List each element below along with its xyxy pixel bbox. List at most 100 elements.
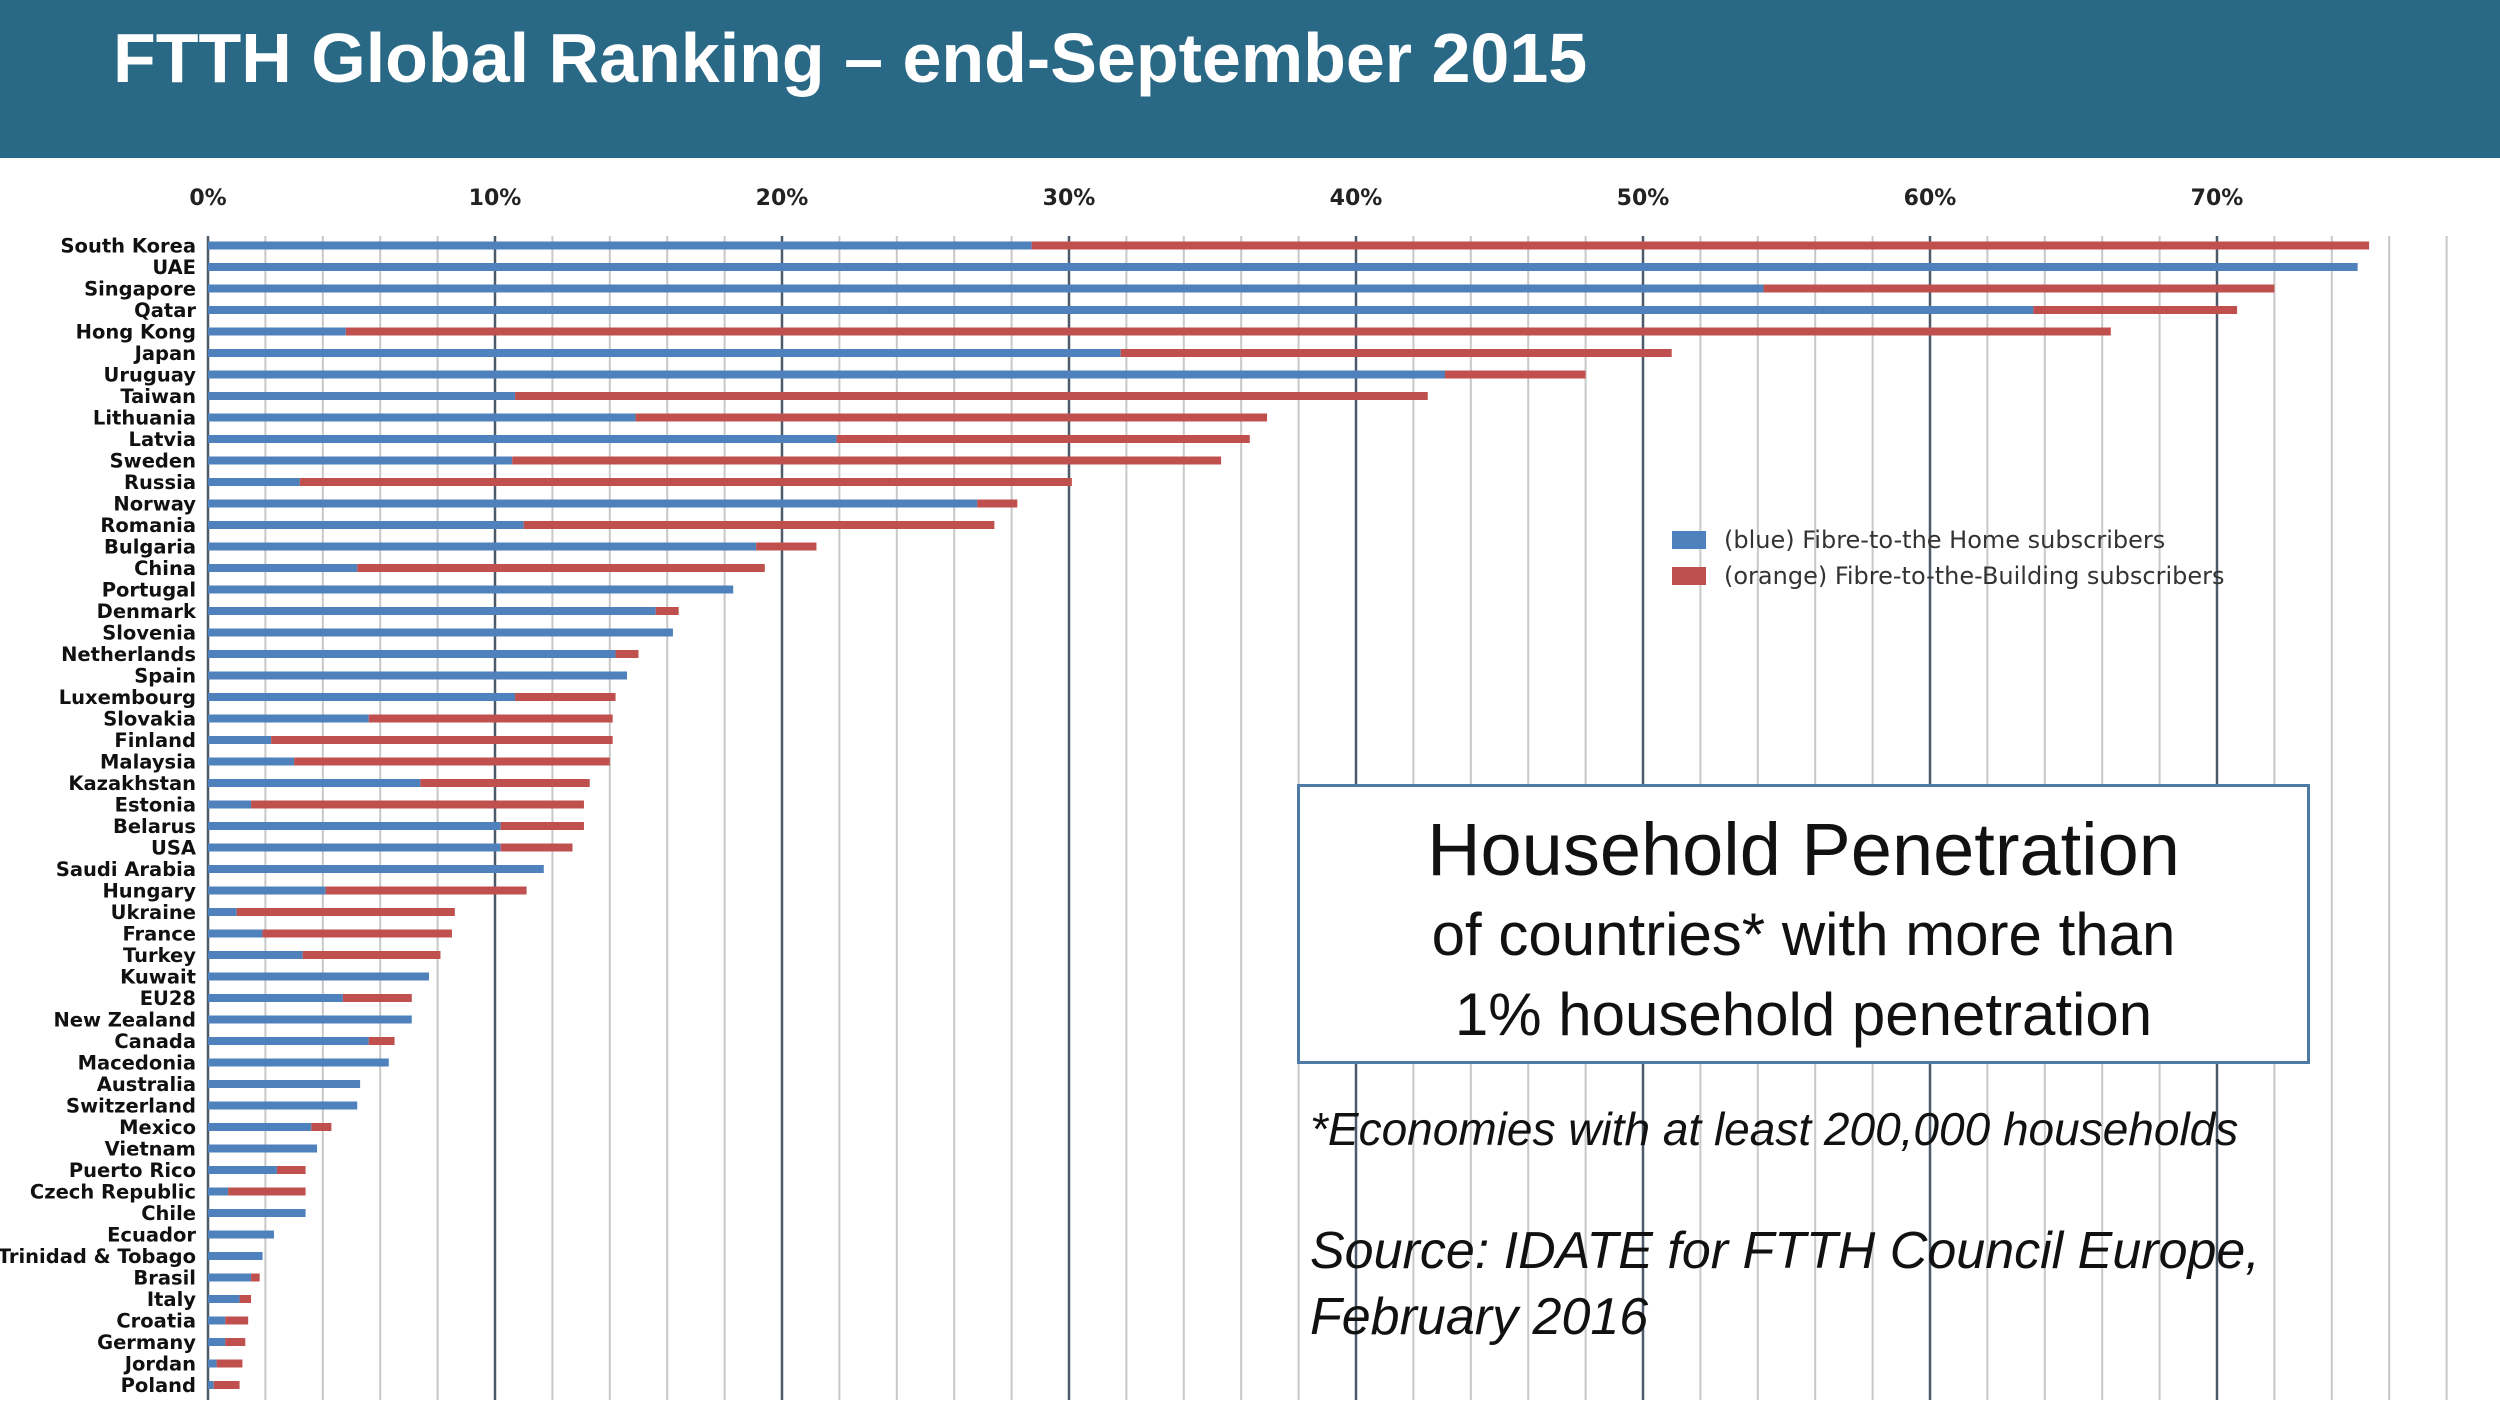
bar-fttb	[368, 1037, 395, 1045]
bar-ftth	[208, 349, 1121, 357]
category-label: Luxembourg	[59, 686, 196, 709]
footnote: *Economies with at least 200,000 househo…	[1310, 1103, 2239, 1155]
category-label: Ecuador	[107, 1224, 196, 1247]
category-label: New Zealand	[53, 1009, 196, 1032]
category-label: Puerto Rico	[69, 1159, 196, 1182]
bar-fttb	[239, 1295, 252, 1303]
bar-ftth	[208, 1381, 214, 1389]
bar-ftth	[208, 1058, 389, 1067]
source-line1: Source: IDATE for FTTH Council Europe,	[1310, 1222, 2260, 1280]
bars	[208, 241, 2370, 1389]
bar-fttb	[299, 478, 1072, 486]
category-label: Croatia	[116, 1310, 196, 1333]
category-label: Latvia	[129, 428, 196, 451]
category-label: Romania	[100, 514, 196, 537]
grid-lines	[206, 236, 2448, 1400]
category-label: Switzerland	[66, 1095, 196, 1118]
bar-ftth	[208, 1123, 312, 1131]
bar-fttb	[325, 886, 527, 895]
category-label: Sweden	[110, 450, 196, 473]
x-tick-label: 0%	[189, 186, 226, 211]
page-title: FTTH Global Ranking – end-September 2015	[113, 19, 1588, 97]
bar-ftth	[208, 392, 516, 400]
bar-ftth	[208, 714, 369, 723]
legend-label: (blue) Fibre-to-the Home subscribers	[1724, 526, 2165, 554]
legend-swatch	[1672, 531, 1706, 549]
category-label: Australia	[97, 1073, 196, 1096]
bar-ftth	[208, 628, 673, 637]
category-label: Kuwait	[120, 966, 196, 989]
category-label: USA	[151, 837, 196, 860]
category-label: France	[122, 923, 196, 946]
info-box: Household Penetration of countries* with…	[1297, 784, 2310, 1064]
bar-ftth	[208, 1338, 226, 1346]
bar-ftth	[208, 607, 656, 615]
bar-ftth	[208, 370, 1445, 379]
bar-fttb	[302, 951, 441, 959]
category-label: Denmark	[97, 600, 197, 623]
bar-fttb	[2033, 306, 2238, 314]
bar-fttb	[251, 800, 584, 809]
bar-ftth	[208, 994, 343, 1002]
bar-ftth	[208, 1187, 229, 1196]
bar-fttb	[225, 1338, 246, 1346]
category-label: Bulgaria	[104, 536, 196, 559]
category-label: Saudi Arabia	[56, 858, 196, 881]
bar-fttb	[225, 1316, 249, 1325]
bar-fttb	[228, 1187, 306, 1196]
category-label: Uruguay	[104, 364, 197, 387]
bar-ftth	[208, 1037, 369, 1045]
category-label: Germany	[97, 1331, 196, 1354]
bar-fttb	[523, 521, 995, 529]
category-label: Russia	[124, 471, 196, 494]
category-label: Poland	[121, 1374, 196, 1397]
bar-ftth	[208, 1015, 412, 1024]
category-label: Vietnam	[105, 1138, 196, 1161]
bar-fttb	[311, 1123, 332, 1131]
bar-fttb	[512, 456, 1222, 465]
bar-ftth	[208, 263, 2358, 271]
bar-fttb	[836, 435, 1250, 443]
bar-ftth	[208, 908, 237, 916]
bar-ftth	[208, 757, 295, 766]
category-label: Spain	[134, 665, 196, 688]
info-box-line2: 1% household penetration	[1454, 981, 2153, 1048]
category-label: Malaysia	[100, 751, 196, 774]
bar-ftth	[208, 822, 501, 830]
bar-ftth	[208, 1316, 226, 1325]
bar-fttb	[500, 843, 573, 852]
bar-fttb	[251, 1273, 260, 1282]
bar-ftth	[208, 1252, 263, 1260]
bar-ftth	[208, 1101, 358, 1110]
bar-ftth	[208, 241, 1032, 250]
category-label: Turkey	[123, 944, 196, 967]
bar-ftth	[208, 1144, 318, 1153]
category-label: Macedonia	[78, 1052, 196, 1075]
category-label: Slovakia	[103, 708, 196, 731]
bar-fttb	[342, 994, 412, 1002]
header-bar: FTTH Global Ranking – end-September 2015	[0, 0, 2500, 158]
x-axis-tick-labels: 0% 10% 20% 30% 40% 50% 60% 70%	[189, 186, 2243, 211]
bar-ftth	[208, 564, 358, 572]
bar-fttb	[515, 693, 616, 701]
bar-ftth	[208, 693, 516, 701]
bar-ftth	[208, 1080, 361, 1088]
category-label: Ukraine	[111, 901, 196, 924]
category-label: Czech Republic	[30, 1181, 196, 1204]
bar-fttb	[515, 392, 1428, 400]
category-label: Norway	[113, 493, 196, 516]
bar-ftth	[208, 843, 501, 852]
bar-fttb	[1031, 241, 2370, 250]
bar-ftth	[208, 306, 2034, 314]
category-label: Slovenia	[102, 622, 196, 645]
bar-ftth	[208, 800, 252, 809]
bar-fttb	[1763, 284, 2275, 293]
legend-swatch	[1672, 567, 1706, 585]
bar-ftth	[208, 779, 421, 787]
bar-fttb	[615, 650, 639, 658]
bar-ftth	[208, 327, 346, 336]
bar-fttb	[500, 822, 584, 830]
category-label: Estonia	[115, 794, 196, 817]
